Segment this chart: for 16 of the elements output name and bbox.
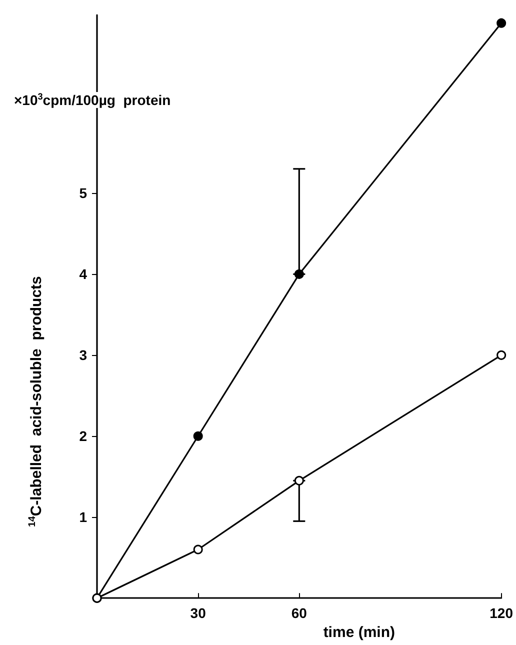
x-axis-title: time (min) xyxy=(323,624,395,641)
y-tick-label: 5 xyxy=(79,185,88,202)
y-tick-label: 2 xyxy=(79,428,88,444)
y-axis-title: 14C-labelled acid-soluble products xyxy=(27,276,45,527)
y-tick-label: 4 xyxy=(79,266,88,282)
point xyxy=(193,431,203,441)
x-tick-label: 60 xyxy=(291,605,308,622)
y-tick-label: 1 xyxy=(79,509,88,526)
x-tick-label: 30 xyxy=(190,605,206,622)
point xyxy=(496,350,506,360)
point xyxy=(496,18,506,28)
point xyxy=(294,476,304,486)
x-tick-label: 120 xyxy=(490,605,514,622)
point xyxy=(193,544,203,554)
y-tick-label: 3 xyxy=(79,347,88,364)
point xyxy=(294,269,304,279)
